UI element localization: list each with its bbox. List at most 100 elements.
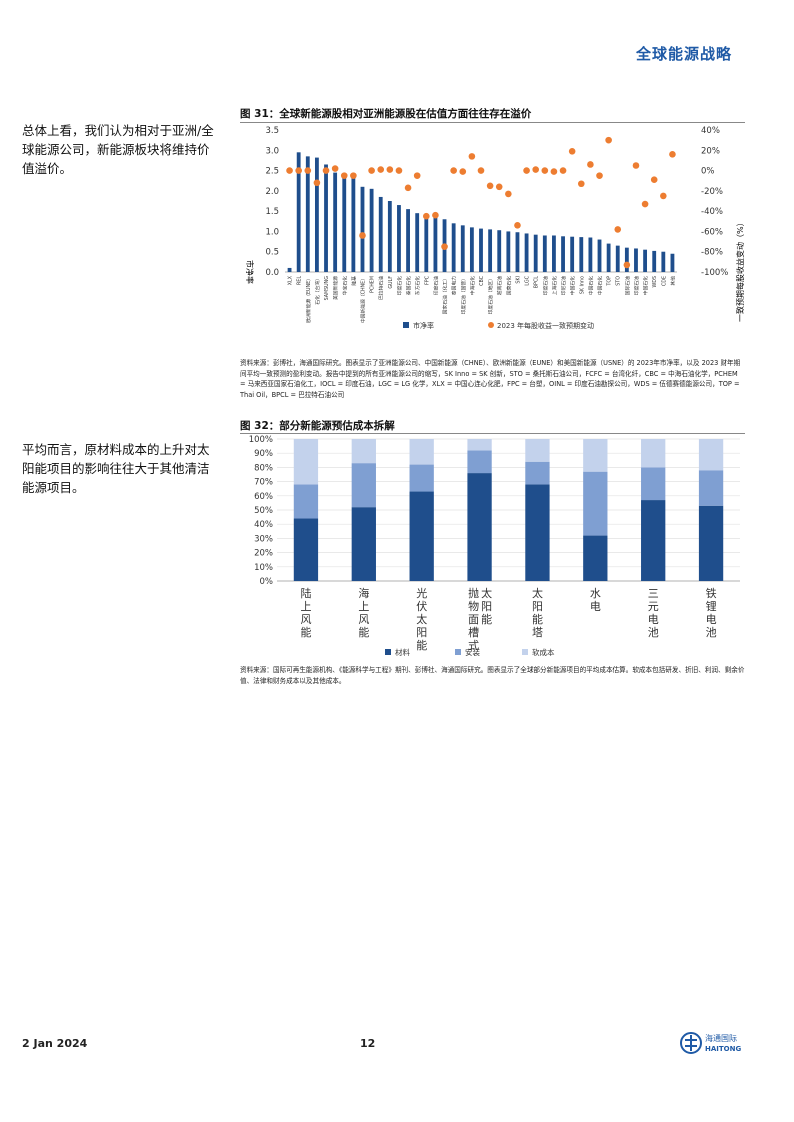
chart-31-xtick: SK Inno <box>579 276 585 294</box>
chart-31-bar <box>597 239 602 272</box>
chart-31-xtick: 印尼石油 <box>560 276 567 295</box>
chart-31-xtick: 国营石化 <box>505 276 512 295</box>
chart-31-point <box>660 192 667 200</box>
chart-32-ytick: 0% <box>260 577 274 587</box>
figure-32-rule <box>240 433 745 434</box>
chart-31-bar <box>506 231 511 272</box>
chart-31-point <box>559 167 567 174</box>
chart-31-bar <box>333 172 338 272</box>
chart-32-ytick: 80% <box>254 463 273 473</box>
chart-31-y2label: 一致预期每股收益变动（%） <box>735 218 745 322</box>
chart-32-segment <box>467 439 492 451</box>
chart-31-y2tick: 40% <box>701 126 720 136</box>
chart-31-ytick: 0.5 <box>265 248 279 258</box>
chart-32-segment <box>293 439 319 485</box>
chart-31-bar <box>634 248 638 272</box>
chart-31-xtick: 中国石化 <box>569 276 576 295</box>
chart-31-bar <box>624 247 629 272</box>
chart-31-point <box>477 167 485 174</box>
chart-31-point <box>577 180 585 188</box>
chart-31-y2tick: -20% <box>701 187 723 197</box>
chart-32-xtick: 风 <box>300 613 311 626</box>
chart-31-point <box>350 172 357 179</box>
chart-31-pb-vs-eps: 0.0 0.5 1.0 1.5 2.0 2.5 3.0 3.5 -100% -80% -60% -4… <box>245 126 745 330</box>
chart-31-xtick: STO <box>616 276 622 286</box>
chart-32-legend-swatch <box>455 649 461 655</box>
chart-32-segment <box>641 500 666 581</box>
chart-31-point <box>587 161 594 168</box>
report-brand: 全球能源战略 <box>635 45 732 63</box>
chart-31-y2tick: -40% <box>701 207 723 217</box>
chart-31-xtick: 国际石油 <box>624 276 631 295</box>
chart-31-xtick: 中海石化 <box>469 276 476 295</box>
chart-31-bar <box>451 223 456 272</box>
chart-32-segment <box>409 464 434 492</box>
svg-text:HAITONG: HAITONG <box>705 1045 741 1053</box>
chart-32-segment <box>467 450 492 474</box>
chart-31-point <box>450 167 457 174</box>
chart-31-xtick: 石化（台湾） <box>314 276 321 305</box>
chart-31-legend-swatch-bar <box>403 322 409 328</box>
footer-page-number: 12 <box>360 1037 376 1050</box>
chart-32-segment <box>351 463 376 508</box>
chart-31-bar <box>588 237 593 272</box>
chart-31-point <box>368 167 375 174</box>
chart-31-bar <box>378 196 383 272</box>
chart-31-xtick: WDS <box>652 276 658 287</box>
chart-32-xtick: 海 <box>358 586 369 600</box>
chart-31-ytick: 1.5 <box>265 207 279 217</box>
chart-31-xtick: 印度石油 <box>432 276 439 295</box>
chart-31-y2tick: -60% <box>701 227 723 237</box>
chart-32-xtick: 池 <box>706 626 717 639</box>
chart-32-xtick: 能 <box>300 625 311 639</box>
chart-31-bar <box>397 205 401 272</box>
chart-32-ytick: 30% <box>254 534 273 544</box>
chart-31-point <box>423 212 430 220</box>
chart-32-cost-breakdown: 0%10%20%30%40%50%60%70%80%90%100% 陆上风能海上… <box>249 435 740 657</box>
chart-31-point <box>632 162 640 169</box>
chart-31-point <box>505 190 512 198</box>
chart-31-bar <box>424 215 429 272</box>
svg-text:海通国际: 海通国际 <box>705 1033 737 1043</box>
chart-32-legend-label: 安装 <box>465 647 480 657</box>
chart-31-point <box>386 166 394 173</box>
chart-32-xtick: 陆 <box>300 586 311 600</box>
chart-31-legend-label-dot: 2023 年每股收益一致预期变动 <box>497 321 594 330</box>
chart-32-xtick: 槽 <box>468 626 479 639</box>
chart-31-xtick: 其他 <box>669 276 676 286</box>
chart-31-bar <box>460 225 465 272</box>
chart-31-y2tick: 0% <box>701 167 715 177</box>
chart-32-xtick: 电 <box>706 613 717 626</box>
chart-32-segment <box>525 484 550 581</box>
chart-32-segment <box>351 439 376 464</box>
chart-31-xtick: 华宝石化 <box>341 276 348 295</box>
chart-32-ytick: 100% <box>249 435 273 445</box>
chart-32-segment <box>467 473 492 581</box>
chart-32-xtick: 电 <box>648 613 659 626</box>
chart-31-xtick: CBC <box>479 275 485 286</box>
chart-31-bar <box>552 235 556 272</box>
chart-31-xtick: SAMSUNG <box>324 276 330 301</box>
chart-32-segment <box>641 439 666 468</box>
chart-31-point <box>286 167 293 174</box>
chart-31-point <box>641 200 649 208</box>
chart-32-xtick: 式 <box>468 639 479 652</box>
chart-31-point <box>313 179 321 187</box>
chart-31-point <box>514 222 521 229</box>
chart-31-point <box>550 168 558 175</box>
chart-31-xtick: 泰国石化 <box>405 276 412 295</box>
chart-32-xtick: 阳 <box>532 600 543 613</box>
chart-31-point <box>541 167 549 174</box>
figure-32-title: 图 32：部分新能源预估成本拆解 <box>240 420 395 432</box>
chart-31-xtick: 印度石化 <box>396 276 403 295</box>
figure-31-source: 资料来源：彭博社，海通国际研究。图表显示了亚洲能源公司、中国新能源（CHNE）、… <box>240 359 741 399</box>
chart-31-bar <box>406 209 410 272</box>
chart-32-ytick: 70% <box>254 478 273 488</box>
chart-31-bar <box>542 235 547 272</box>
chart-31-xtick: 上海石化 <box>551 276 558 295</box>
chart-31-bar <box>314 157 319 272</box>
chart-31-point <box>669 151 676 158</box>
side-note-valuation: 总体上看，我们认为相对于亚洲/全球能源公司，新能源板块将维持价值溢价。 <box>22 123 214 176</box>
chart-32-segment <box>293 518 319 581</box>
chart-32-segment <box>293 484 319 519</box>
